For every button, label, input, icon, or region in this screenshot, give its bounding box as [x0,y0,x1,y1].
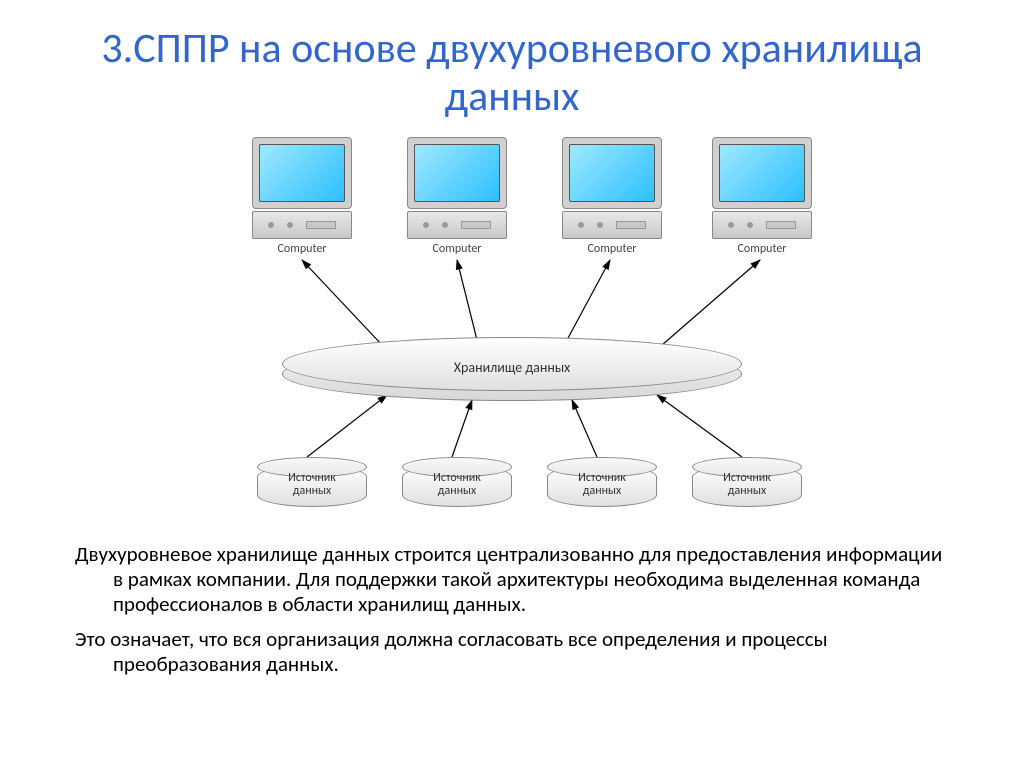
computer-node: Computer [702,137,822,256]
source-cylinder: Источникданных [687,457,807,507]
source-label: Источникданных [547,472,657,498]
warehouse-label: Хранилище данных [282,359,742,376]
pc-base-icon [712,211,812,239]
source-label: Источникданных [402,472,512,498]
pc-base-icon [562,211,662,239]
monitor-icon [252,137,352,209]
source-cylinder: Источникданных [397,457,517,507]
source-label: Источникданных [692,472,802,498]
computer-label: Computer [242,242,362,256]
paragraph-1: Двухуровневое хранилище данных строится … [38,532,1024,618]
architecture-diagram: Computer Computer Computer Computer Хранили… [172,137,852,532]
warehouse-cylinder: Хранилище данных [282,337,742,391]
computer-label: Computer [552,242,672,256]
computer-node: Computer [397,137,517,256]
source-cylinder: Источникданных [252,457,372,507]
computer-node: Computer [242,137,362,256]
pc-base-icon [252,211,352,239]
paragraph-2: Это означает, что вся организация должна… [38,617,1024,677]
pc-base-icon [407,211,507,239]
source-label: Источникданных [257,472,367,498]
computer-label: Computer [702,242,822,256]
monitor-icon [407,137,507,209]
page-title: 3.СППР на основе двухуровневого хранилищ… [0,0,1024,137]
monitor-icon [562,137,662,209]
monitor-icon [712,137,812,209]
computer-label: Computer [397,242,517,256]
computer-node: Computer [552,137,672,256]
source-cylinder: Источникданных [542,457,662,507]
